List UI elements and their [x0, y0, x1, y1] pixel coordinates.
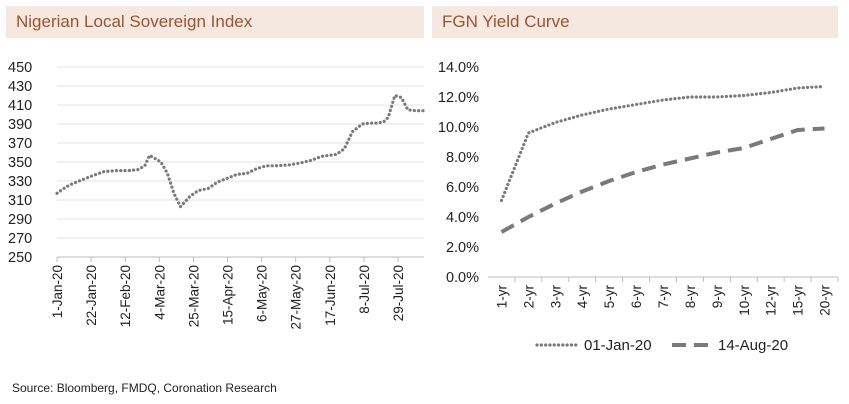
y-tick-label: 410: [8, 98, 32, 114]
y-tick-label: 370: [8, 136, 32, 152]
y-tick-label: 0.0%: [446, 270, 479, 286]
yield-series-01-jan-20: [499, 84, 827, 203]
y-tick-label: 270: [8, 231, 32, 247]
x-tick-label: 25-Mar-20: [186, 265, 201, 327]
x-tick-label: 8-Jul-20: [357, 265, 372, 314]
x-tick-label: 20-yr: [818, 285, 833, 316]
x-tick-label: 12-Feb-20: [118, 265, 133, 327]
x-tick-label: 10-yr: [737, 285, 752, 316]
x-tick-label: 12-yr: [764, 285, 779, 316]
x-tick-label: 29-Jul-20: [391, 265, 406, 321]
x-tick-label: 27-May-20: [289, 265, 304, 330]
x-tick-label: 4-Mar-20: [152, 265, 167, 320]
x-tick-label: 15-yr: [791, 285, 806, 316]
yield-chart-title: FGN Yield Curve: [432, 6, 838, 38]
x-tick-label: 1-Jan-20: [50, 265, 65, 318]
index-series-line: [55, 93, 426, 210]
y-tick-label: 14.0%: [438, 60, 479, 76]
y-tick-label: 310: [8, 193, 32, 209]
y-tick-label: 330: [8, 174, 32, 190]
x-tick-label: 17-Jun-20: [323, 265, 338, 326]
y-tick-label: 6.0%: [446, 180, 479, 196]
x-tick-label: 3-yr: [548, 284, 563, 308]
y-tick-label: 8.0%: [446, 150, 479, 166]
x-tick-label: 6-yr: [629, 284, 644, 308]
index-chart-title: Nigerian Local Sovereign Index: [6, 6, 424, 38]
legend-label: 01-Jan-20: [584, 337, 652, 354]
y-tick-label: 450: [8, 60, 32, 76]
y-tick-label: 430: [8, 79, 32, 95]
x-tick-label: 2-yr: [521, 284, 536, 308]
x-tick-label: 5-yr: [602, 284, 617, 308]
y-tick-label: 2.0%: [446, 240, 479, 256]
y-tick-label: 250: [8, 250, 32, 266]
x-tick-label: 7-yr: [656, 284, 671, 308]
legend-label: 14-Aug-20: [718, 337, 788, 354]
y-tick-label: 290: [8, 212, 32, 228]
y-tick-label: 390: [8, 117, 32, 133]
source-note: Source: Bloomberg, FMDQ, Coronation Rese…: [12, 381, 277, 395]
x-tick-label: 4-yr: [575, 284, 590, 308]
x-tick-label: 8-yr: [683, 284, 698, 308]
y-tick-label: 12.0%: [438, 90, 479, 106]
x-tick-label: 6-May-20: [255, 265, 270, 322]
x-tick-label: 9-yr: [710, 284, 725, 308]
x-tick-label: 1-yr: [494, 284, 509, 308]
y-tick-label: 4.0%: [446, 210, 479, 226]
y-tick-label: 350: [8, 155, 32, 171]
x-tick-label: 22-Jan-20: [84, 265, 99, 326]
x-tick-label: 15-Apr-20: [221, 265, 236, 325]
y-tick-label: 10.0%: [438, 120, 479, 136]
yield-series-14-aug-20: [500, 126, 825, 234]
